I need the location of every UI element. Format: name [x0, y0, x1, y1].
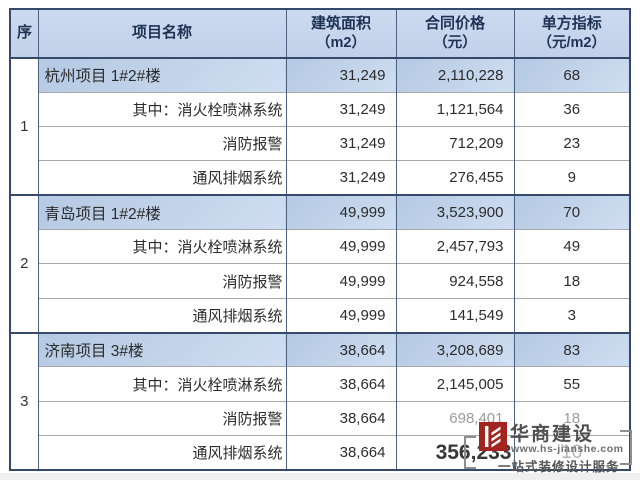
cell-area: 49,999 — [285, 297, 396, 333]
header-label: 单方指标 — [541, 15, 602, 33]
header-project-name: 项目名称 — [37, 9, 286, 59]
group-seq: 1 — [9, 56, 38, 196]
cell-area: 38,664 — [285, 400, 396, 436]
cell-project-name: 青岛项目 1#2#楼 — [37, 194, 286, 230]
cell-subsystem-name: 其中：消火栓喷淋系统 — [37, 366, 286, 402]
cell-unit-index: 9 — [513, 160, 630, 196]
header-label: 合同价格 — [424, 15, 485, 33]
table-row: 消防报警 49,999 924,558 18 — [10, 263, 630, 299]
header-label: 建筑面积 — [310, 15, 371, 33]
cell-price: 276,455 — [395, 160, 514, 196]
cell-subsystem-name: 通风排烟系统 — [37, 297, 286, 333]
cell-price: 2,110,228 — [395, 56, 514, 93]
table-row: 1 杭州项目 1#2#楼 31,249 2,110,228 68 — [9, 56, 630, 196]
header-unit-label: （m2） — [316, 34, 366, 51]
cell-price: 3,208,689 — [395, 331, 514, 367]
cell-unit-index: 10 — [513, 435, 630, 470]
group-seq: 3 — [9, 331, 38, 470]
cell-subsystem-name: 消防报警 — [37, 126, 286, 161]
table-row: 3 济南项目 3#楼 38,664 3,208,689 83 — [9, 331, 630, 470]
cell-area: 38,664 — [285, 366, 396, 402]
header-building-area: 建筑面积 （m2） — [285, 9, 396, 59]
cell-price: 2,457,793 — [395, 229, 514, 264]
cell-price: 356,233 — [395, 435, 514, 470]
cell-price: 2,145,005 — [395, 366, 514, 402]
cell-project-name: 济南项目 3#楼 — [37, 331, 286, 367]
header-row: 序 项目名称 建筑面积 （m2） 合同价格 （元） 单方指标 （元/m2） — [9, 9, 630, 59]
header-unit-index: 单方指标 （元/m2） — [513, 9, 630, 59]
cell-area: 31,249 — [285, 160, 396, 196]
table-row: 消防报警 31,249 712,209 23 — [10, 126, 630, 161]
table-row: 消防报警 38,664 698,401 18 — [10, 400, 630, 436]
cell-area: 31,249 — [285, 56, 396, 93]
cell-price: 1,121,564 — [395, 91, 514, 127]
cell-price: 698,401 — [395, 400, 514, 436]
group-seq: 2 — [9, 194, 38, 333]
cell-unit-index: 36 — [513, 91, 630, 127]
cell-unit-index: 23 — [513, 126, 630, 161]
cell-price: 712,209 — [395, 126, 514, 161]
table-row: 其中：消火栓喷淋系统 31,249 1,121,564 36 — [10, 91, 630, 127]
cell-area: 49,999 — [285, 263, 396, 299]
table-row: 其中：消火栓喷淋系统 38,664 2,145,005 55 — [10, 366, 630, 402]
cost-table-sheet: 序 项目名称 建筑面积 （m2） 合同价格 （元） 单方指标 （元/m2） 1 杭州项… — [9, 8, 631, 471]
cell-subsystem-name: 其中：消火栓喷淋系统 — [37, 91, 286, 127]
cell-area: 38,664 — [285, 435, 396, 470]
cell-area: 49,999 — [285, 194, 396, 230]
cell-subsystem-name: 通风排烟系统 — [37, 435, 286, 470]
cell-area: 31,249 — [285, 91, 396, 127]
cell-unit-index: 18 — [513, 263, 630, 299]
cell-unit-index: 18 — [513, 400, 630, 436]
cell-subsystem-name: 消防报警 — [37, 263, 286, 299]
cell-unit-index: 55 — [513, 366, 630, 402]
cell-unit-index: 68 — [513, 56, 630, 93]
project-cost-table: 序 项目名称 建筑面积 （m2） 合同价格 （元） 单方指标 （元/m2） 1 杭州项… — [9, 8, 631, 471]
cell-subsystem-name: 通风排烟系统 — [37, 160, 286, 196]
cell-area: 49,999 — [285, 229, 396, 264]
header-seq: 序 — [9, 9, 38, 59]
header-unit-label: （元/m2） — [537, 34, 607, 51]
cell-unit-index: 83 — [513, 331, 630, 367]
header-label: 项目名称 — [131, 24, 192, 42]
cell-subsystem-name: 其中：消火栓喷淋系统 — [37, 229, 286, 264]
cell-area: 38,664 — [285, 331, 396, 367]
header-unit-label: （元） — [433, 34, 477, 51]
header-label: 序 — [17, 24, 33, 42]
bottom-gray-strip — [0, 473, 640, 480]
cell-price: 141,549 — [395, 297, 514, 333]
table-row: 其中：消火栓喷淋系统 49,999 2,457,793 49 — [10, 229, 630, 264]
cell-price: 3,523,900 — [395, 194, 514, 230]
table-row: 通风排烟系统 38,664 356,233 10 — [10, 435, 630, 470]
cell-unit-index: 49 — [513, 229, 630, 264]
table-row: 2 青岛项目 1#2#楼 49,999 3,523,900 70 — [9, 194, 630, 333]
table-row: 通风排烟系统 49,999 141,549 3 — [10, 297, 630, 333]
header-contract-price: 合同价格 （元） — [395, 9, 514, 59]
cell-project-name: 杭州项目 1#2#楼 — [37, 56, 286, 93]
cell-unit-index: 70 — [513, 194, 630, 230]
cell-unit-index: 3 — [513, 297, 630, 333]
table-row: 通风排烟系统 31,249 276,455 9 — [10, 160, 630, 196]
cell-area: 31,249 — [285, 126, 396, 161]
cell-subsystem-name: 消防报警 — [37, 400, 286, 436]
cell-price: 924,558 — [395, 263, 514, 299]
